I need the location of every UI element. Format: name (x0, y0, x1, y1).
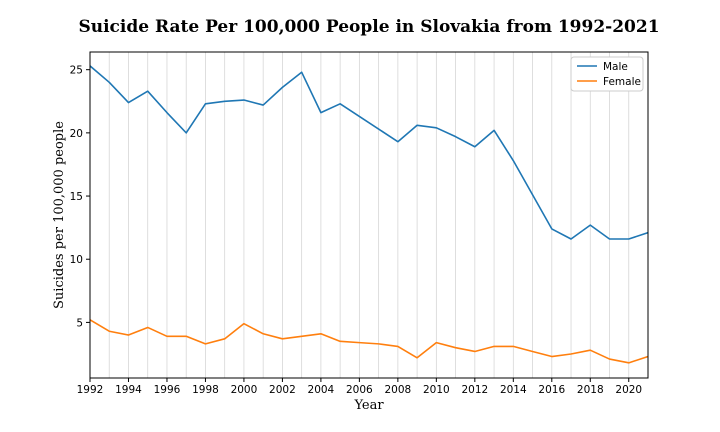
y-tick-label: 5 (76, 317, 83, 329)
legend-label-male: Male (603, 61, 628, 73)
x-axis-label: Year (353, 398, 384, 413)
y-tick-label: 15 (70, 191, 83, 203)
series-line-male (90, 65, 648, 240)
x-tick-label: 2010 (423, 384, 450, 396)
series-lines (90, 65, 648, 364)
x-axis-ticks: 1992 1994 1996 1998 2000 2002 2004 2006 2008 2010… (77, 378, 642, 396)
x-tick-label: 2016 (538, 384, 565, 396)
x-tick-label: 2000 (231, 384, 258, 396)
y-tick-label: 10 (70, 254, 83, 266)
x-tick-label: 2004 (308, 384, 335, 396)
grid-lines (108, 52, 630, 378)
legend-label-female: Female (603, 76, 641, 88)
x-tick-label: 1992 (77, 384, 104, 396)
x-tick-label: 1994 (115, 384, 142, 396)
chart-title: Suicide Rate Per 100,000 People in Slova… (78, 17, 659, 37)
x-tick-label: 2020 (615, 384, 642, 396)
x-tick-label: 2006 (346, 384, 373, 396)
x-tick-label: 1998 (192, 384, 219, 396)
y-tick-label: 20 (70, 128, 83, 140)
x-tick-label: 2018 (577, 384, 604, 396)
plot-frame (89, 51, 649, 379)
y-axis-label: Suicides per 100,000 people (52, 121, 67, 309)
y-tick-label: 25 (70, 65, 83, 77)
x-tick-label: 2008 (384, 384, 411, 396)
series-line-female (90, 319, 648, 364)
y-axis-ticks: 5 10 15 20 25 (70, 65, 90, 329)
x-tick-label: 2014 (500, 384, 527, 396)
x-tick-label: 2002 (269, 384, 296, 396)
x-tick-label: 1996 (154, 384, 181, 396)
x-tick-label: 2012 (461, 384, 488, 396)
legend: Male Female (570, 56, 644, 92)
